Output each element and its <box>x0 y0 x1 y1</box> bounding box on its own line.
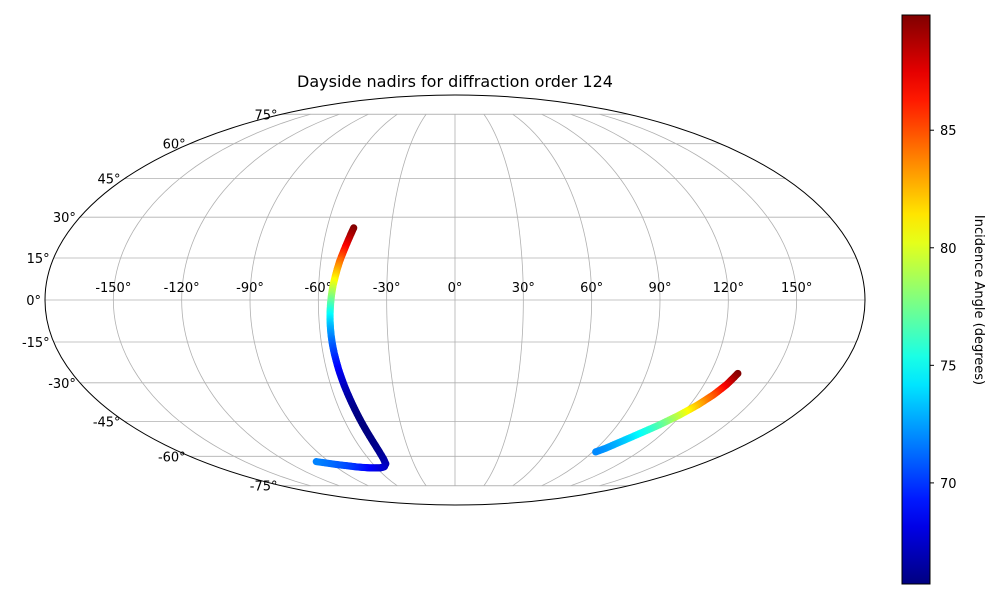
lon-tick-label: -30° <box>373 281 401 296</box>
lat-tick-label: 60° <box>163 138 186 153</box>
lon-tick-label: -90° <box>236 281 264 296</box>
lat-tick-label: -45° <box>93 415 121 430</box>
lat-tick-label: -75° <box>250 480 278 495</box>
map-grid <box>45 113 865 487</box>
lon-tick-label: 120° <box>713 281 744 296</box>
lat-tick-label: 75° <box>254 108 277 123</box>
lon-tick-labels: -150° -120° -90° -60° -30° 0° 30° 60° 90° 120° 150… <box>95 281 812 296</box>
lon-gridline <box>512 113 593 487</box>
lat-tick-label: -15° <box>22 336 50 351</box>
colorbar-tick-label: 70 <box>940 477 957 492</box>
map-boundary <box>44 94 866 506</box>
lon-tick-label: 150° <box>781 281 812 296</box>
lon-tick-label: 30° <box>512 281 535 296</box>
colorbar-label: Incidence Angle (degrees) <box>971 215 986 385</box>
lon-tick-label: -120° <box>164 281 200 296</box>
lat-tick-label: 30° <box>53 211 76 226</box>
colorbar-tick-label: 85 <box>940 124 957 139</box>
lon-tick-label: 0° <box>448 281 463 296</box>
lon-tick-label: -60° <box>304 281 332 296</box>
lat-tick-label: 45° <box>98 173 121 188</box>
lon-tick-label: 60° <box>580 281 603 296</box>
lon-gridline <box>317 113 398 487</box>
data-point <box>592 448 600 456</box>
lon-gridline <box>599 113 798 487</box>
lon-gridline <box>386 114 427 486</box>
lon-gridline <box>112 113 311 487</box>
lat-tick-label: 15° <box>27 252 50 267</box>
colorbar-tick-label: 75 <box>940 359 957 374</box>
lat-tick-label: -30° <box>48 377 76 392</box>
lon-gridline <box>483 114 524 486</box>
chart-title: Dayside nadirs for diffraction order 124 <box>297 72 613 91</box>
lon-gridline <box>570 113 729 487</box>
lon-tick-label: 90° <box>648 281 671 296</box>
data-point <box>312 458 320 466</box>
colorbar-tick-label: 80 <box>940 242 957 257</box>
lon-tick-label: -150° <box>95 281 131 296</box>
colorbar-ticks: 70 75 80 85 <box>930 124 957 492</box>
lat-tick-labels: 75° 60° 45° 30° 15° 0° -15° -30° -45° -60° -75° <box>22 108 278 494</box>
lon-gridline <box>181 113 340 487</box>
lat-tick-label: -60° <box>158 450 186 465</box>
lon-gridline <box>541 113 661 487</box>
lon-gridline <box>249 113 369 487</box>
data-points <box>312 224 742 472</box>
lat-tick-label: 0° <box>26 294 41 309</box>
colorbar <box>901 14 931 585</box>
